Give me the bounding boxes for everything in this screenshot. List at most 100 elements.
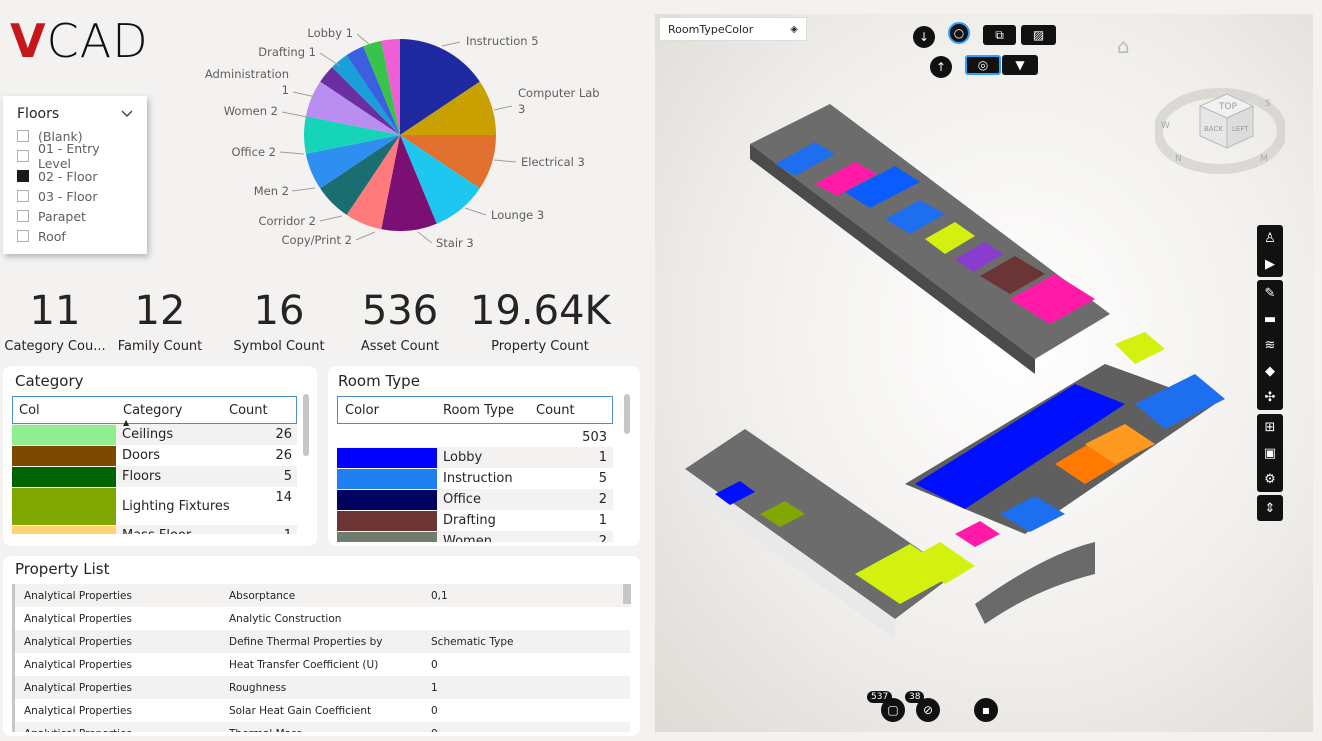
room xyxy=(775,142,835,176)
pie-slice[interactable] xyxy=(304,116,400,154)
box-icon[interactable]: ◆ xyxy=(1265,363,1275,379)
pie-slice[interactable] xyxy=(400,39,480,135)
count-badge-left: 537 xyxy=(867,691,893,703)
pie-data-label: Drafting 1 xyxy=(258,45,316,59)
view-cube[interactable]: TOP BACK LEFT W S N M xyxy=(1153,76,1287,176)
pie-slice[interactable] xyxy=(346,46,400,135)
lobby-room xyxy=(915,384,1125,509)
floor-option[interactable]: 02 - Floor xyxy=(17,166,133,186)
room xyxy=(955,242,1003,272)
select-icon[interactable]: ◎ xyxy=(965,55,1001,75)
property-row[interactable]: Analytical PropertiesThermal Mass0 xyxy=(12,722,630,732)
header-count[interactable]: Count xyxy=(229,402,268,418)
home-icon[interactable]: ⌂ xyxy=(1117,34,1130,58)
3d-viewer[interactable]: TOP BACK LEFT W S N M ⌂ ↓ ○ ⧉ ▨ ↑ ◎ ▼ ♙ … xyxy=(655,14,1313,732)
checkbox[interactable] xyxy=(17,230,29,242)
properties-icon[interactable]: ▣ xyxy=(1263,445,1277,461)
settings-icon[interactable]: ⚙ xyxy=(1264,471,1276,487)
cube-front-label: BACK xyxy=(1204,125,1223,133)
camera-icon[interactable]: ▶ xyxy=(1265,256,1275,272)
checkbox[interactable] xyxy=(17,150,29,162)
category-scrollbar[interactable] xyxy=(303,394,309,456)
kpi-card: 536 Asset Count xyxy=(330,285,470,354)
pie-slice[interactable] xyxy=(363,40,400,135)
download-icon[interactable]: ↓ xyxy=(913,26,935,48)
layers-icon[interactable]: ≋ xyxy=(1264,337,1276,353)
property-list-card: Property List Analytical Properties Absor… xyxy=(3,556,640,736)
floor-option[interactable]: 03 - Floor xyxy=(17,186,133,206)
floor-option[interactable]: Roof xyxy=(17,226,133,246)
pie-slice[interactable] xyxy=(305,135,400,189)
person-icon[interactable]: ♙ xyxy=(1264,230,1276,246)
property-row[interactable]: Analytical Properties Absorptance 0,1 xyxy=(12,584,630,607)
table-row[interactable]: Women 2 xyxy=(337,531,613,542)
pie-slice[interactable] xyxy=(381,135,437,231)
floor-option[interactable]: 01 - Entry Level xyxy=(17,141,133,171)
color-swatch xyxy=(337,489,437,510)
property-row[interactable]: Analytical Properties Roughness 1 xyxy=(12,676,630,699)
explode-icon[interactable]: ▨ xyxy=(1021,25,1056,45)
property-row[interactable]: Analytical Properties Define Thermal Prop… xyxy=(12,630,630,653)
filter-icon[interactable]: ▼ xyxy=(1002,55,1038,75)
color-swatch xyxy=(337,447,437,468)
floor-option[interactable]: Parapet xyxy=(17,206,133,226)
pie-slice[interactable] xyxy=(320,135,400,215)
pie-slice[interactable] xyxy=(305,81,400,135)
upload-icon[interactable]: ↑ xyxy=(930,56,952,78)
section-icon[interactable]: ⧉ xyxy=(983,25,1016,45)
building-model[interactable] xyxy=(655,14,1313,732)
table-row[interactable]: Mass Floor1 xyxy=(12,525,297,534)
checkbox[interactable] xyxy=(17,190,29,202)
folder-icon[interactable]: ▬ xyxy=(1263,311,1277,327)
checkbox[interactable] xyxy=(17,170,29,182)
pie-slice[interactable] xyxy=(400,135,480,224)
table-row[interactable]: Ceilings 26 xyxy=(12,424,297,445)
table-row[interactable]: Lighting Fixtures 14 xyxy=(12,487,297,525)
room-type-color-dropdown[interactable]: RoomTypeColor ◈ xyxy=(659,17,807,41)
property-row[interactable]: Analytical Properties Heat Transfer Coeff… xyxy=(12,653,630,676)
table-row[interactable]: Doors 26 xyxy=(12,445,297,466)
kpi-label: Symbol Count xyxy=(233,339,325,354)
leader-line xyxy=(493,159,517,163)
floor-option-label: Roof xyxy=(38,228,66,244)
checkbox[interactable] xyxy=(17,210,29,222)
pie-slice[interactable] xyxy=(346,135,400,230)
pie-slice[interactable] xyxy=(400,81,496,135)
kpi-card: 16 Symbol Count xyxy=(209,285,349,354)
property-value-cell: 0,1 xyxy=(431,589,448,602)
pie-slice[interactable] xyxy=(381,39,400,135)
property-row[interactable]: Analytical Properties Analytic Constructi… xyxy=(12,607,630,630)
property-name-cell: Thermal Mass xyxy=(220,728,422,733)
header-col[interactable]: Col xyxy=(19,402,40,418)
pie-slice[interactable] xyxy=(320,67,400,135)
pie-data-label: 3 xyxy=(518,102,525,116)
table-row[interactable]: Drafting 1 xyxy=(337,510,613,531)
checkbox[interactable] xyxy=(17,130,29,142)
table-row[interactable]: Office 2 xyxy=(337,489,613,510)
vcad-logo: VCAD xyxy=(10,14,149,68)
expand-icon[interactable]: ⇕ xyxy=(1264,500,1276,516)
save-icon[interactable]: ▪ xyxy=(974,698,998,722)
table-row[interactable]: Instruction 5 xyxy=(337,468,613,489)
kpi-value: 19.64K xyxy=(470,288,611,334)
header-count[interactable]: Count xyxy=(536,402,575,418)
kpi-label: Family Count xyxy=(117,339,203,354)
header-color[interactable]: Color xyxy=(345,402,379,418)
chevron-down-icon[interactable] xyxy=(121,106,133,122)
floor-option[interactable]: (Blank) xyxy=(17,126,133,146)
property-scrollbar[interactable] xyxy=(623,584,631,604)
measure-icon[interactable]: ✎ xyxy=(1264,285,1276,301)
room-type-table-card: Room Type Color Room Type Count 503 Lobb… xyxy=(328,366,640,546)
pie-slice[interactable] xyxy=(400,135,496,189)
pie-slice[interactable] xyxy=(332,55,400,135)
property-row[interactable]: Analytical Properties Solar Heat Gain Coe… xyxy=(12,699,630,722)
room-type-scrollbar[interactable] xyxy=(624,394,630,434)
model-tree-icon[interactable]: ⊞ xyxy=(1264,419,1276,435)
table-row[interactable]: Floors 5 xyxy=(12,466,297,487)
header-category[interactable]: Category ▲ xyxy=(119,403,229,427)
explode-parts-icon[interactable]: ✣ xyxy=(1264,389,1276,405)
table-row[interactable]: Lobby 1 xyxy=(337,447,613,468)
header-room-type[interactable]: Room Type xyxy=(443,402,515,418)
property-group-cell: Analytical Properties xyxy=(15,728,220,733)
orbit-icon[interactable]: ○ xyxy=(948,22,970,44)
